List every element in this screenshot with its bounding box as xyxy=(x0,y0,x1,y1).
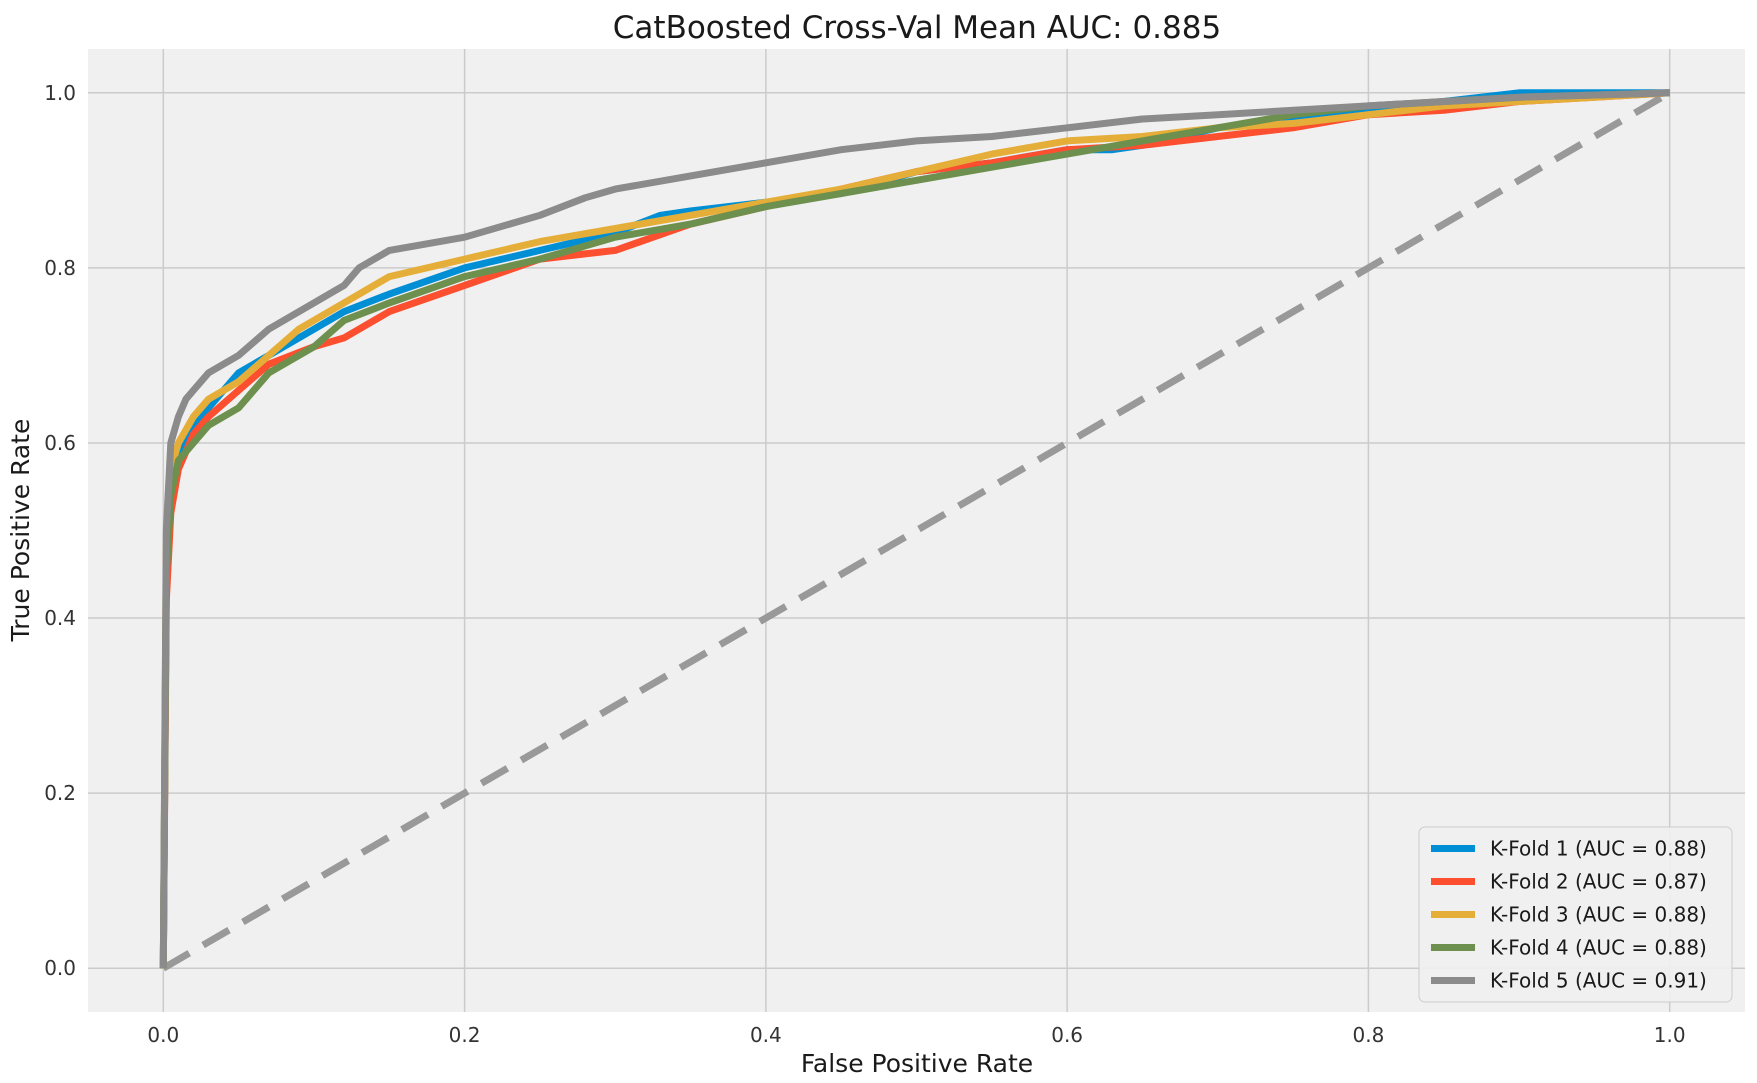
y-tick-label: 0.8 xyxy=(44,256,76,280)
x-tick-label: 0.0 xyxy=(147,1023,179,1047)
x-tick-label: 1.0 xyxy=(1654,1023,1686,1047)
x-axis-label: False Positive Rate xyxy=(801,1049,1033,1078)
y-tick-label: 1.0 xyxy=(44,81,76,105)
legend: K-Fold 1 (AUC = 0.88) K-Fold 2 (AUC = 0.8… xyxy=(1418,826,1733,1003)
legend-label-fold-1: K-Fold 1 (AUC = 0.88) xyxy=(1490,837,1707,861)
legend-label-fold-3: K-Fold 3 (AUC = 0.88) xyxy=(1490,903,1707,927)
x-tick-label: 0.2 xyxy=(449,1023,481,1047)
roc-curve-fold-4 xyxy=(159,89,1670,969)
chance-diagonal-line xyxy=(161,89,1672,972)
legend-box xyxy=(1418,826,1733,1003)
y-axis-label: True Positive Rate xyxy=(6,419,35,643)
tick-labels: 0.0 0.2 0.4 0.6 0.8 1.0 0.0 0.2 0.4 0.6 0.8 1.0 xyxy=(44,81,1685,1047)
x-tick-label: 0.4 xyxy=(750,1023,782,1047)
y-tick-label: 0.0 xyxy=(44,956,76,980)
roc-curve-fold-3 xyxy=(159,89,1670,969)
y-tick-label: 0.4 xyxy=(44,606,76,630)
chance-diagonal xyxy=(161,89,1672,972)
chart-title: CatBoosted Cross-Val Mean AUC: 0.885 xyxy=(613,10,1221,46)
legend-label-fold-4: K-Fold 4 (AUC = 0.88) xyxy=(1490,936,1707,960)
roc-curves xyxy=(159,89,1670,969)
legend-label-fold-5: K-Fold 5 (AUC = 0.91) xyxy=(1490,969,1707,993)
y-tick-label: 0.6 xyxy=(44,431,76,455)
x-tick-label: 0.8 xyxy=(1353,1023,1385,1047)
y-tick-label: 0.2 xyxy=(44,781,76,805)
legend-label-fold-2: K-Fold 2 (AUC = 0.87) xyxy=(1490,870,1707,894)
x-tick-label: 0.6 xyxy=(1051,1023,1083,1047)
roc-curve-fold-5 xyxy=(159,89,1670,969)
